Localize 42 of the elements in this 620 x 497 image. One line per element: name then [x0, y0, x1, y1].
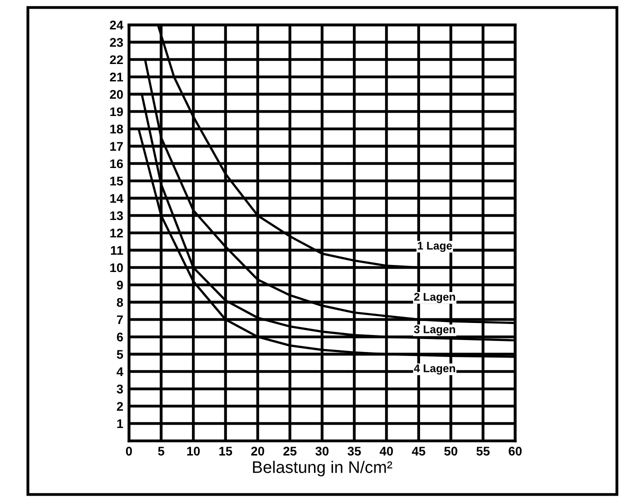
- x-tick-label: 60: [508, 446, 522, 456]
- y-tick-label: 22: [110, 55, 123, 64]
- y-tick-label: 1: [117, 419, 124, 428]
- x-tick-label: 20: [251, 446, 264, 456]
- y-tick-label: 20: [110, 90, 123, 99]
- y-tick-label: 3: [116, 384, 123, 394]
- y-tick-label: 17: [110, 142, 123, 151]
- x-axis-title: Belastung in N/cm²: [253, 460, 392, 476]
- y-tick-label: 10: [110, 263, 123, 272]
- series-label: 1 Lage: [418, 242, 452, 252]
- x-tick-label: 35: [348, 446, 361, 456]
- series-label: 2 Lagen: [414, 292, 456, 304]
- y-tick-label: 15: [110, 176, 124, 186]
- y-tick-label: 2: [116, 402, 123, 411]
- x-tick-label: 50: [444, 446, 458, 456]
- series-label: 3 Lagen: [414, 325, 456, 336]
- y-tick-label: 24: [110, 20, 124, 30]
- y-tick-label: 18: [110, 124, 124, 134]
- y-tick-label: 4: [116, 367, 124, 376]
- series-label: 4 Lagen: [414, 364, 456, 375]
- y-tick-label: 14: [110, 194, 124, 203]
- y-tick-label: 13: [110, 211, 123, 220]
- y-tick-label: 16: [110, 159, 123, 168]
- x-tick-label: 5: [158, 446, 164, 456]
- y-tick-label: 6: [116, 332, 123, 342]
- y-tick-label: 9: [116, 280, 123, 290]
- x-tick-label: 40: [380, 446, 393, 456]
- x-tick-label: 45: [412, 446, 426, 456]
- y-tick-label: 7: [116, 315, 123, 324]
- y-tick-label: 19: [110, 107, 123, 116]
- x-tick-label: 30: [315, 446, 329, 456]
- x-tick-label: 15: [219, 446, 232, 456]
- x-tick-label: 10: [187, 446, 200, 456]
- x-tick-label: 0: [126, 446, 132, 456]
- y-tick-label: 5: [116, 350, 124, 359]
- x-tick-label: 25: [283, 446, 297, 456]
- y-tick-label: 8: [116, 298, 124, 307]
- y-tick-label: 23: [110, 38, 123, 47]
- y-tick-label: 21: [110, 72, 124, 82]
- x-tick-label: 55: [476, 446, 490, 456]
- y-tick-label: 12: [110, 228, 123, 238]
- y-tick-label: 11: [110, 246, 124, 255]
